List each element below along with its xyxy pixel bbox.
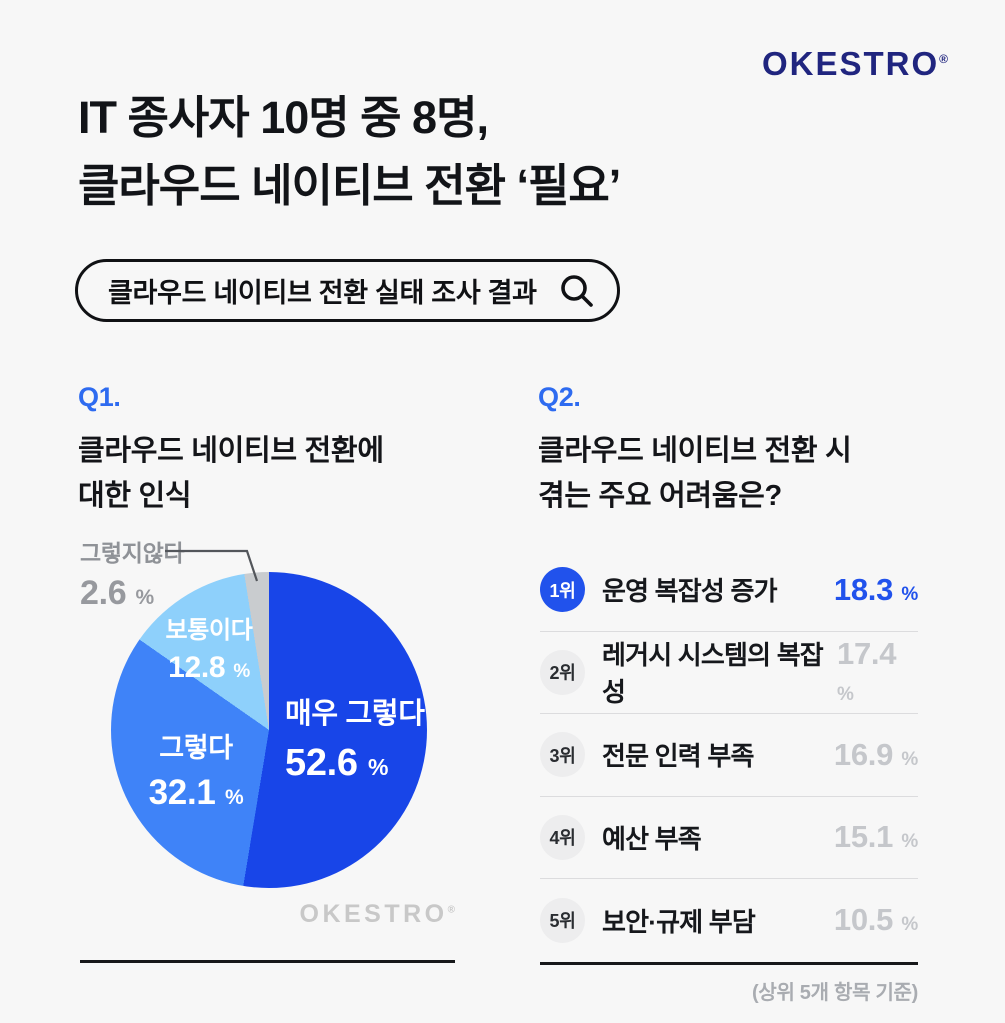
ranking-row: 2위 레거시 시스템의 복잡성 17.4 %: [540, 632, 918, 714]
title-line-2: 클라우드 네이티브 전환 ‘필요’: [78, 160, 621, 211]
difficulty-percent: 17.4 %: [837, 636, 897, 706]
q1-question-line-1: 클라우드 네이티브 전환에: [78, 435, 384, 467]
difficulty-percent: 18.3 %: [833, 571, 918, 607]
q1-question-line-2: 대한 인식: [78, 480, 192, 512]
difficulty-ranking-list: 1위 운영 복잡성 증가 18.3 % 2위 레거시 시스템의 복잡성 17.4…: [540, 549, 918, 965]
registered-mark: ®: [939, 52, 948, 66]
ranking-row: 1위 운영 복잡성 증가 18.3 %: [540, 549, 918, 632]
rank-badge: 1위: [540, 567, 585, 613]
awareness-pie-chart: [111, 572, 427, 888]
page-title: IT 종사자 10명 중 8명, 클라우드 네이티브 전환 ‘필요’: [78, 84, 621, 220]
difficulty-label: 전문 인력 부족: [602, 741, 754, 772]
difficulty-label: 보안·규제 부담: [602, 906, 756, 937]
footnote: (상위 5개 항목 기준): [751, 982, 918, 1004]
q2-label: Q2.: [538, 382, 581, 412]
difficulty-percent: 10.5 %: [833, 902, 918, 938]
logo-text: OKESTRO: [761, 45, 940, 82]
difficulty-percent: 16.9 %: [833, 736, 918, 772]
q2-bottom-rule: [540, 961, 918, 965]
pie-callout-disagree: 그렇지않다 2.6 %: [80, 540, 185, 612]
q1-bottom-rule: [80, 960, 455, 963]
difficulty-percent: 15.1 %: [833, 819, 918, 855]
search-query-text: 클라우드 네이티브 전환 실태 조사 결과: [108, 278, 537, 308]
ranking-row: 5위 보안·규제 부담 10.5 %: [540, 879, 918, 962]
rank-badge: 5위: [540, 897, 585, 943]
rank-badge: 2위: [540, 649, 585, 695]
q2-section-header: Q2. 클라우드 네이티브 전환 시 겪는 주요 어려움은?: [538, 382, 958, 519]
search-pill[interactable]: 클라우드 네이티브 전환 실태 조사 결과: [75, 259, 620, 322]
ranking-row: 3위 전문 인력 부족 16.9 %: [540, 714, 918, 797]
difficulty-label: 레거시 시스템의 복잡성: [602, 640, 824, 708]
ranking-row: 4위 예산 부족 15.1 %: [540, 797, 918, 879]
pie-label-agree: 그렇다 32.1 %: [148, 733, 244, 812]
q2-question-line-2: 겪는 주요 어려움은?: [538, 480, 782, 512]
title-line-1: IT 종사자 10명 중 8명,: [78, 92, 489, 143]
q1-section-header: Q1. 클라우드 네이티브 전환에 대한 인식: [78, 382, 498, 519]
rank-badge: 4위: [540, 814, 585, 860]
pie-label-strongly-agree: 매우 그렇다 52.6 %: [285, 698, 425, 784]
difficulty-label: 예산 부족: [602, 823, 702, 854]
q1-label: Q1.: [78, 382, 121, 412]
okestro-watermark: OKESTRO®: [299, 900, 456, 928]
q2-question-line-1: 클라우드 네이티브 전환 시: [538, 435, 852, 467]
pie-label-neutral: 보통이다 12.8 %: [165, 617, 253, 684]
difficulty-label: 운영 복잡성 증가: [602, 576, 778, 607]
rank-badge: 3위: [540, 732, 585, 778]
watermark-registered-mark: ®: [447, 904, 455, 916]
magnifier-icon[interactable]: [559, 273, 595, 309]
okestro-logo: OKESTRO®: [762, 45, 948, 83]
